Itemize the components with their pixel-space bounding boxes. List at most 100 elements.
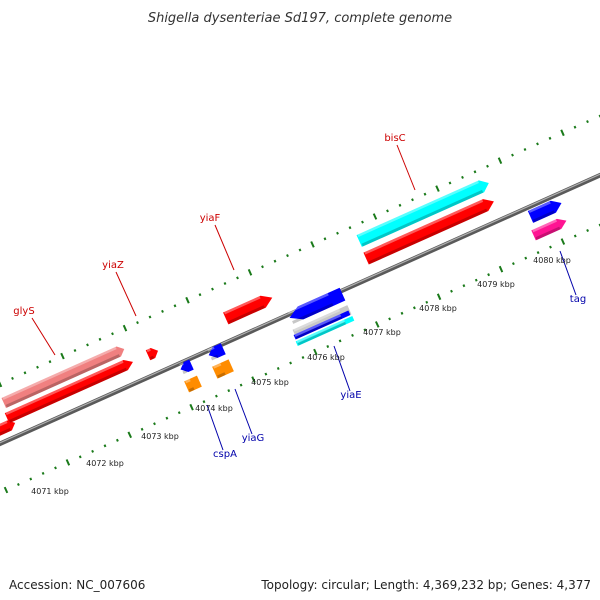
outer-tick (86, 343, 89, 347)
tick-label: 4073 kbp (141, 432, 179, 441)
inner-tick (3, 486, 9, 494)
gene-label-cspA[interactable]: cspA (213, 449, 237, 460)
outer-tick (185, 296, 190, 304)
feature-track (0, 180, 567, 437)
outer-tick (236, 276, 239, 280)
outer-tick (536, 142, 539, 146)
outer-tick (11, 376, 14, 380)
gene-label-yiaZ[interactable]: yiaZ (102, 260, 124, 271)
outer-tick (136, 321, 139, 325)
inner-tick (227, 389, 231, 393)
outer-tick (486, 164, 489, 168)
inner-tick (363, 328, 367, 332)
gene-yiaE (293, 310, 351, 340)
outer-tick (372, 213, 378, 220)
label-leader (333, 345, 351, 392)
outer-tick (411, 198, 414, 202)
outer-tick (122, 324, 128, 332)
inner-tick (153, 422, 156, 426)
inner-tick (536, 251, 540, 255)
gene-label-bisC[interactable]: bisC (384, 133, 405, 144)
outer-tick (198, 293, 202, 297)
inner-tick (127, 431, 133, 439)
outer-tick (560, 129, 565, 137)
inner-tick (140, 427, 144, 431)
tick-label: 4078 kbp (419, 304, 457, 313)
inner-tick (511, 262, 515, 266)
outer-tick (298, 248, 302, 252)
outer-tick (310, 241, 315, 248)
inner-tick (16, 482, 20, 487)
outer-tick (60, 352, 65, 360)
inner-tick (425, 300, 429, 304)
inner-tick (289, 361, 293, 365)
outer-tick (497, 157, 503, 165)
outer-tick (98, 337, 102, 341)
inner-tick (549, 245, 552, 249)
gene-yiaZ (145, 347, 159, 361)
tick-label: 4072 kbp (86, 459, 124, 468)
inner-tick (487, 273, 491, 277)
inner-tick (91, 449, 95, 453)
inner-tick (177, 411, 181, 415)
inner-tick (41, 471, 45, 475)
gene-label-yiaE[interactable]: yiaE (340, 390, 361, 401)
outer-tick (386, 209, 389, 213)
gene-label-tag[interactable]: tag (570, 294, 586, 305)
outer-tick (523, 147, 527, 152)
gene-feature (0, 420, 16, 437)
gene-label-yiaG[interactable]: yiaG (242, 433, 265, 444)
inner-tick (115, 438, 119, 442)
inner-tick (573, 234, 577, 238)
inner-tick (450, 289, 453, 293)
inner-tick (374, 321, 380, 328)
inner-tick (264, 372, 268, 376)
outer-tick (336, 231, 339, 235)
inner-tick (202, 400, 206, 404)
gene-feature (295, 316, 355, 346)
outer-tick (273, 259, 277, 263)
gene-label-yiaF[interactable]: yiaF (200, 213, 221, 224)
inner-tick (29, 477, 33, 481)
genome-summary: Topology: circular; Length: 4,369,232 bp… (261, 578, 591, 592)
inner-tick (338, 339, 342, 343)
outer-tick (423, 192, 427, 196)
outer-tick (398, 203, 402, 207)
inner-tick (214, 394, 218, 398)
inner-tick (313, 348, 318, 356)
tick-labels: 4071 kbp 4072 kbp 4073 kbp 4074 kbp 4075 kbp… (31, 256, 571, 496)
tick-label: 4079 kbp (477, 280, 515, 289)
outer-tick (361, 220, 364, 224)
inner-tick (586, 228, 590, 233)
outer-tick (586, 120, 589, 124)
gene-yiaG (212, 359, 234, 379)
outer-tick-track (0, 114, 600, 388)
outer-tick (435, 185, 440, 192)
gene-feature (207, 343, 226, 361)
inner-tick-track (3, 223, 600, 494)
inner-tick (462, 284, 466, 288)
outer-tick (48, 360, 52, 364)
gene-label-glyS[interactable]: glyS (13, 306, 34, 317)
gene-feature (4, 360, 133, 424)
outer-tick (548, 136, 552, 140)
label-leader (396, 144, 416, 191)
outer-tick (286, 254, 289, 258)
outer-tick (111, 332, 114, 336)
inner-tick (54, 466, 57, 470)
inner-tick (239, 383, 243, 387)
gene-cspA (184, 375, 202, 393)
inner-tick (412, 306, 416, 310)
label-leader (559, 250, 577, 296)
tick-label: 4074 kbp (195, 404, 233, 413)
gene-feature (531, 218, 567, 241)
outer-tick (0, 381, 3, 388)
outer-tick (148, 315, 152, 319)
tick-label: 4077 kbp (363, 328, 401, 337)
inner-tick (388, 317, 392, 321)
outer-tick (461, 175, 464, 179)
outer-tick (223, 281, 227, 286)
inner-tick (276, 367, 280, 370)
map-title: Shigella dysenteriae Sd197, complete gen… (148, 11, 452, 26)
